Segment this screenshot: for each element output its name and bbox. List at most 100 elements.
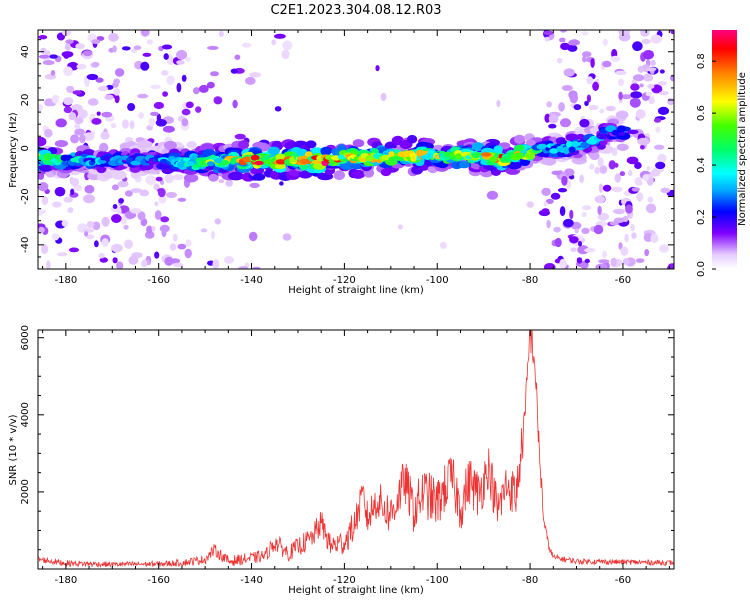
spectrogram-x-tick-label: -140 (240, 275, 263, 286)
spectrogram-noise-cell (154, 251, 160, 259)
spectrogram-noise-cell (151, 225, 156, 232)
spectrogram-noise-cell (206, 81, 215, 89)
spectrogram-noise-cell (615, 70, 627, 75)
spectrogram-ridge-cell (320, 146, 332, 156)
spectrogram-noise-cell (176, 49, 188, 60)
spectrogram-noise-cell (274, 33, 286, 39)
spectrogram-ridge-cell (388, 151, 395, 158)
spectrogram-noise-cell (649, 59, 656, 66)
spectrogram-ridge-cell (206, 161, 215, 167)
spectrogram-noise-cell (543, 30, 554, 36)
spectrogram-ridge-cell (514, 152, 526, 159)
spectrogram-cells (38, 30, 674, 269)
spectrogram-ridge-cell (208, 173, 219, 182)
spectrogram-noise-cell (650, 233, 659, 243)
spectrogram-noise-cell (70, 188, 75, 195)
spectrogram-noise-cell (598, 259, 610, 264)
spectrogram-noise-cell (584, 258, 590, 264)
spectrogram-noise-cell (38, 35, 48, 40)
spectrogram-noise-cell (541, 208, 550, 214)
spectrogram-noise-cell (496, 100, 501, 107)
spectrogram-noise-cell (657, 106, 670, 115)
spectrogram-noise-cell (86, 234, 94, 240)
spectrogram-noise-cell (82, 228, 94, 234)
spectrogram-noise-cell (64, 43, 71, 51)
spectrogram-ridge-cell (159, 158, 168, 164)
spectrogram-ridge-cell (126, 157, 134, 163)
spectrogram-noise-cell (637, 65, 644, 73)
colorbar-tick-label: 0.4 (696, 157, 707, 173)
spectrogram-noise-cell (65, 39, 74, 44)
spectrogram-noise-cell (118, 198, 124, 204)
spectrogram-noise-cell (654, 144, 665, 150)
spectrogram-noise-cell (101, 216, 110, 227)
spectrogram-noise-cell (133, 45, 142, 50)
spectrogram-noise-cell (128, 255, 139, 265)
spectrogram-ridge-cell (568, 146, 576, 153)
spectrogram-noise-cell (91, 118, 102, 125)
spectrogram-y-tick-label: 0 (20, 145, 31, 151)
spectrogram-noise-cell (567, 44, 578, 52)
spectrogram-ridge-cell (616, 143, 629, 151)
spectrogram-noise-cell (63, 196, 73, 203)
spectrogram-noise-cell (86, 73, 99, 81)
spectrogram-noise-cell (112, 204, 118, 209)
spectrogram-noise-cell (100, 131, 110, 140)
spectrogram-ridge-cell (501, 157, 512, 163)
spectrogram-noise-cell (644, 249, 650, 257)
spectrogram-noise-cell (116, 207, 122, 216)
spectrogram-noise-cell (626, 129, 639, 135)
snr-x-tick-label: -160 (147, 575, 170, 586)
spectrogram-panel: -180 -160 -140 -120 -100 -80 -60 -40 -20 0 20 40 H… (8, 29, 675, 296)
spectrogram-noise-cell (581, 31, 589, 36)
spectrogram-frame (37, 29, 675, 270)
spectrogram-noise-cell (144, 231, 155, 239)
spectrogram-noise-cell (160, 70, 169, 76)
spectrogram-noise-cell (249, 182, 260, 188)
spectrogram-noise-cell (613, 208, 625, 215)
spectrogram-noise-cell (104, 94, 114, 100)
spectrogram-noise-cell (54, 186, 66, 197)
spectrogram-noise-cell (543, 201, 548, 207)
spectrogram-noise-cell (200, 228, 208, 233)
spectrogram-noise-cell (640, 30, 650, 37)
spectrogram-noise-cell (375, 65, 380, 72)
spectrogram-noise-cell (545, 198, 554, 204)
spectrogram-noise-cell (655, 126, 661, 133)
spectrogram-ridge-cell (238, 140, 249, 150)
spectrogram-noise-cell (619, 171, 626, 177)
spectrogram-noise-cell (41, 195, 49, 206)
spectrogram-noise-cell (159, 224, 170, 233)
snr-y-label: SNR (10 * v/v) (8, 414, 19, 485)
spectrogram-noise-cell (120, 215, 128, 225)
spectrogram-noise-cell (380, 92, 387, 102)
spectrogram-noise-cell (177, 243, 187, 250)
spectrogram-noise-cell (546, 101, 552, 108)
spectrogram-noise-cell (646, 166, 651, 171)
spectrogram-noise-cell (659, 69, 665, 74)
spectrogram-noise-cell (166, 75, 175, 85)
spectrogram-noise-cell (667, 97, 674, 106)
spectrogram-x-tick-label: -120 (333, 275, 356, 286)
spectrogram-noise-cell (181, 74, 187, 82)
spectrogram-noise-cell (659, 244, 669, 253)
spectrogram-noise-cell (172, 233, 178, 242)
spectrogram-noise-cell (626, 156, 639, 165)
spectrogram-noise-cell (561, 175, 568, 186)
spectrogram-noise-cell (609, 221, 619, 226)
spectrogram-noise-cell (154, 201, 159, 207)
spectrogram-ridge-cell (424, 153, 437, 159)
spectrogram-noise-cell (551, 170, 562, 175)
spectrogram-noise-cell (185, 57, 192, 62)
spectrogram-noise-cell (139, 189, 150, 197)
spectrogram-noise-cell (154, 210, 162, 220)
spectrogram-ridge-cell (618, 131, 626, 137)
spectrogram-noise-cell (111, 243, 123, 253)
spectrogram-noise-cell (70, 177, 80, 187)
spectrogram-noise-cell (40, 47, 47, 54)
spectrogram-noise-cell (195, 106, 202, 113)
spectrogram-noise-cell (610, 55, 621, 63)
spectrogram-noise-cell (84, 184, 95, 194)
spectrogram-ridge-cell (525, 139, 537, 147)
spectrogram-noise-cell (598, 183, 604, 193)
